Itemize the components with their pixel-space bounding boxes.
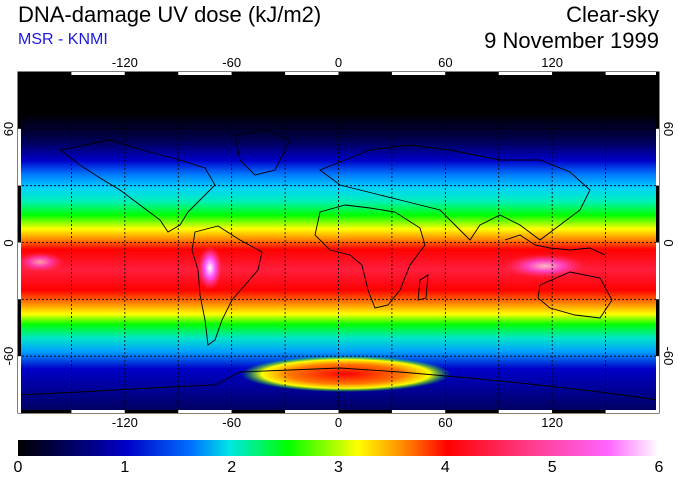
frame-tick-segment [18,242,21,300]
coast-australia [537,271,613,319]
frame-tick-segment [178,410,232,413]
coast-madagascar [417,274,429,301]
coast-africa [314,204,426,309]
frame-tick-segment [18,72,21,129]
frame-tick-segment [605,410,659,413]
frame-tick-segment [124,72,179,75]
frame-tick-segment [605,72,659,75]
lat-tick-label-left: -60 [1,346,16,366]
map-title: DNA-damage UV dose (kJ/m2) [18,2,322,27]
frame-tick-segment [71,72,125,75]
colorbar-tick-label: 5 [547,459,557,476]
frame-tick-segment [18,299,21,357]
frame-tick-segment [285,72,339,75]
lat-tick-label-left: 0 [1,238,16,247]
lat-tick-label-right: 0 [661,238,676,247]
lon-tick-label-top: 60 [438,55,453,70]
coast-europe-asia [319,144,591,241]
frame-tick-segment [18,410,72,413]
frame-tick-segment [498,410,553,413]
frame-tick-segment [656,299,659,357]
frame-tick-segment [656,72,659,129]
coast-south-america [191,225,263,346]
frame-tick-segment [71,410,125,413]
coastlines [18,129,659,401]
frame-tick-segment [498,72,553,75]
lon-tick-label-bottom: -120 [111,415,138,430]
frame-tick-segment [445,410,499,413]
lat-tick-label-right: -60 [661,346,676,366]
frame-tick-segment [445,72,499,75]
coast-north-america [58,139,216,233]
frame-tick-segment [18,185,21,243]
frame-tick-segment [231,410,286,413]
frame-tick-segment [391,72,446,75]
colorbar-tick-label: 4 [440,459,450,476]
frame-tick-segment [124,410,179,413]
lon-tick-label-top: 120 [541,55,564,70]
frame-tick-segment [338,410,392,413]
frame-tick-segment [338,72,392,75]
frame-tick-segment [656,242,659,300]
colorbar-tick-label: 1 [120,459,130,476]
frame-tick-segment [18,128,21,186]
frame-tick-segment [656,185,659,243]
frame-tick-segment [231,72,286,75]
frame-tick-segment [18,72,72,75]
map-frame [17,71,660,414]
lon-tick-label-bottom: -60 [222,415,242,430]
coast-antarctica [18,367,659,401]
lon-tick-label-top: 0 [334,55,343,70]
coast-maritime-islands [504,234,606,256]
coast-greenland [234,129,291,176]
colorbar-tick-label: 0 [13,459,23,476]
lon-tick-label-top: -60 [222,55,242,70]
lon-tick-label-bottom: 120 [541,415,564,430]
frame-tick-segment [552,72,606,75]
lon-tick-label-bottom: 60 [438,415,453,430]
frame-tick-segment [18,356,21,413]
frame-tick-segment [552,410,606,413]
frame-tick-segment [391,410,446,413]
source-label: MSR - KNMI [18,31,108,48]
frame-tick-segment [656,128,659,186]
sky-condition-label: Clear-sky [566,2,659,27]
colorbar-tick-label: 2 [227,459,237,476]
frame-tick-segment [178,72,232,75]
lat-tick-label-right: 60 [661,121,676,137]
graticule [18,72,659,413]
colorbar-tick-label: 6 [654,459,664,476]
frame-tick-segment [285,410,339,413]
lat-tick-label-left: 60 [1,121,16,137]
frame-tick-segment [656,356,659,413]
lon-tick-label-bottom: 0 [334,415,343,430]
date-label: 9 November 1999 [484,28,659,53]
lon-tick-label-top: -120 [111,55,138,70]
colorbar [18,440,659,456]
colorbar-tick-label: 3 [334,459,343,476]
